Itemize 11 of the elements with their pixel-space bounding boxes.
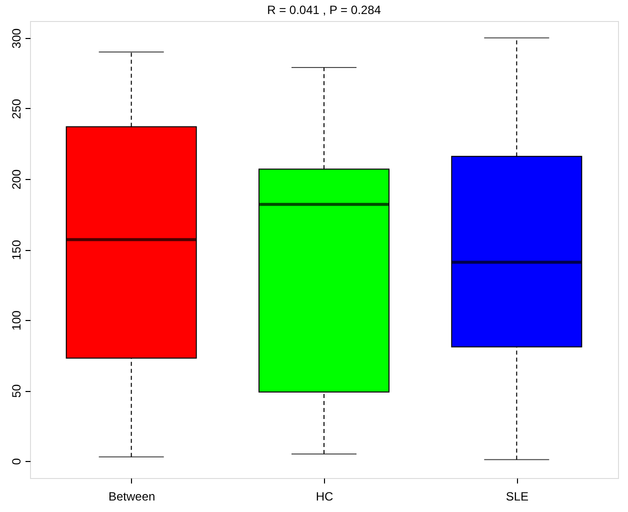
- y-tick-label: 250: [10, 98, 24, 119]
- x-tick-label: SLE: [506, 490, 529, 504]
- x-tick-label: Between: [108, 490, 156, 504]
- y-tick-label: 0: [10, 458, 24, 465]
- y-tick-label: 300: [10, 28, 24, 48]
- y-tick-label: 150: [10, 240, 24, 260]
- chart-title: R = 0.041 , P = 0.284: [267, 3, 382, 17]
- y-tick-label: 100: [10, 310, 24, 331]
- y-tick-label: 200: [10, 169, 24, 190]
- y-tick-label: 50: [10, 384, 24, 398]
- x-tick-label: HC: [316, 490, 334, 504]
